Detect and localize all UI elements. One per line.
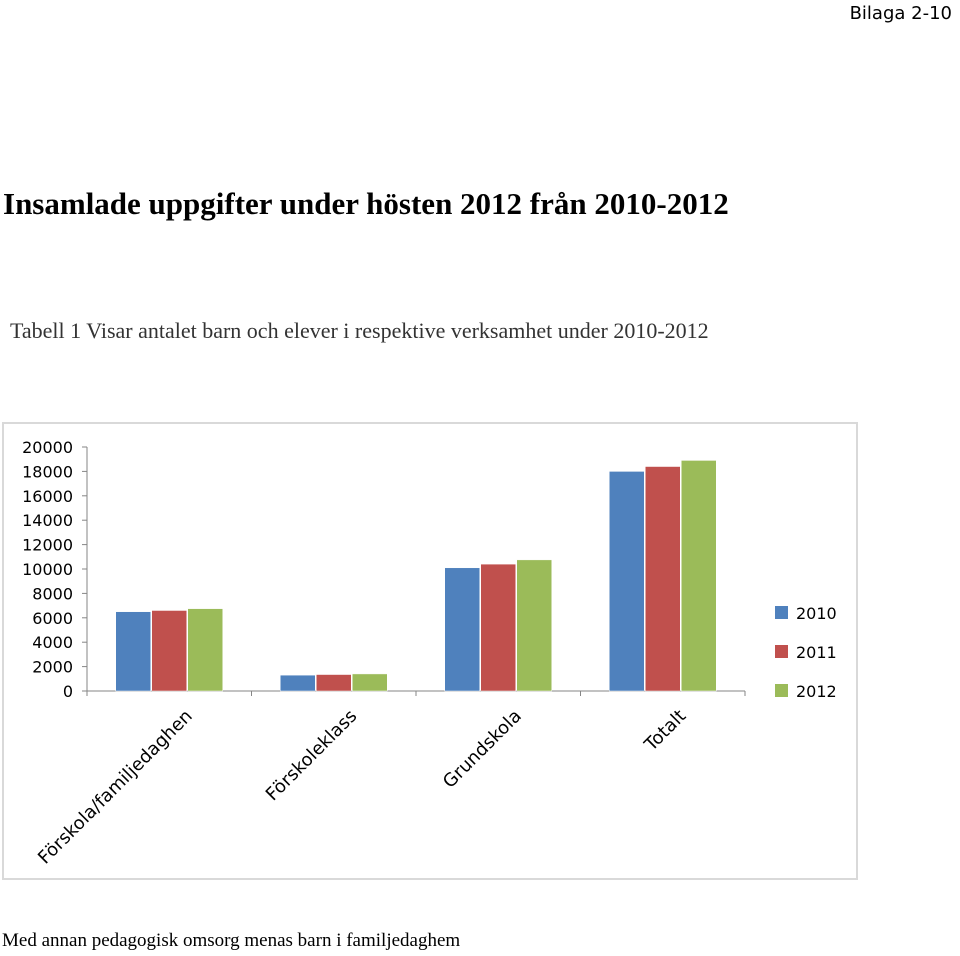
- bar: [681, 460, 717, 692]
- x-category-label: Grundskola: [439, 706, 526, 793]
- footnote: Med annan pedagogisk omsorg menas barn i…: [2, 930, 461, 951]
- bar: [280, 674, 316, 692]
- bar: [316, 674, 352, 692]
- y-tick-label: 14000: [22, 511, 73, 530]
- appendix-label: Bilaga 2-10: [849, 3, 952, 24]
- legend-label: 2011: [796, 643, 837, 662]
- y-tick-label: 20000: [22, 438, 73, 457]
- table-caption: Tabell 1 Visar antalet barn och elever i…: [10, 318, 709, 343]
- bar: [609, 471, 645, 692]
- y-tick-label: 16000: [22, 487, 73, 506]
- y-tick-label: 12000: [22, 536, 73, 555]
- y-tick-label: 10000: [22, 560, 73, 579]
- bar: [480, 563, 516, 692]
- y-tick-label: 18000: [22, 462, 73, 481]
- bar: [187, 608, 223, 692]
- legend-swatch: [775, 684, 788, 697]
- bar: [516, 559, 552, 692]
- bar: [115, 611, 151, 692]
- legend-swatch: [775, 606, 788, 619]
- bar-chart: 0 2000 4000 6000 8000 10000 12000 14000 16000 180…: [22, 438, 837, 869]
- page-title: Insamlade uppgifter under hösten 2012 fr…: [3, 186, 729, 221]
- bar: [151, 610, 187, 692]
- legend-swatch: [775, 645, 788, 658]
- legend-label: 2010: [796, 604, 837, 623]
- x-category-label: Förskola/familjedaghen: [34, 706, 197, 869]
- bar: [645, 466, 681, 692]
- bar: [444, 567, 480, 692]
- y-tick-label: 2000: [32, 658, 73, 677]
- x-category-label: Förskoleklass: [262, 706, 361, 805]
- y-tick-label: 8000: [32, 584, 73, 603]
- bar: [352, 673, 388, 692]
- y-tick-label: 4000: [32, 633, 73, 652]
- x-category-label: Totalt: [640, 706, 690, 756]
- chart-frame: 0 2000 4000 6000 8000 10000 12000 14000 16000 180…: [2, 422, 858, 880]
- legend-label: 2012: [796, 682, 837, 701]
- y-tick-label: 6000: [32, 609, 73, 628]
- y-tick-label: 0: [63, 682, 73, 701]
